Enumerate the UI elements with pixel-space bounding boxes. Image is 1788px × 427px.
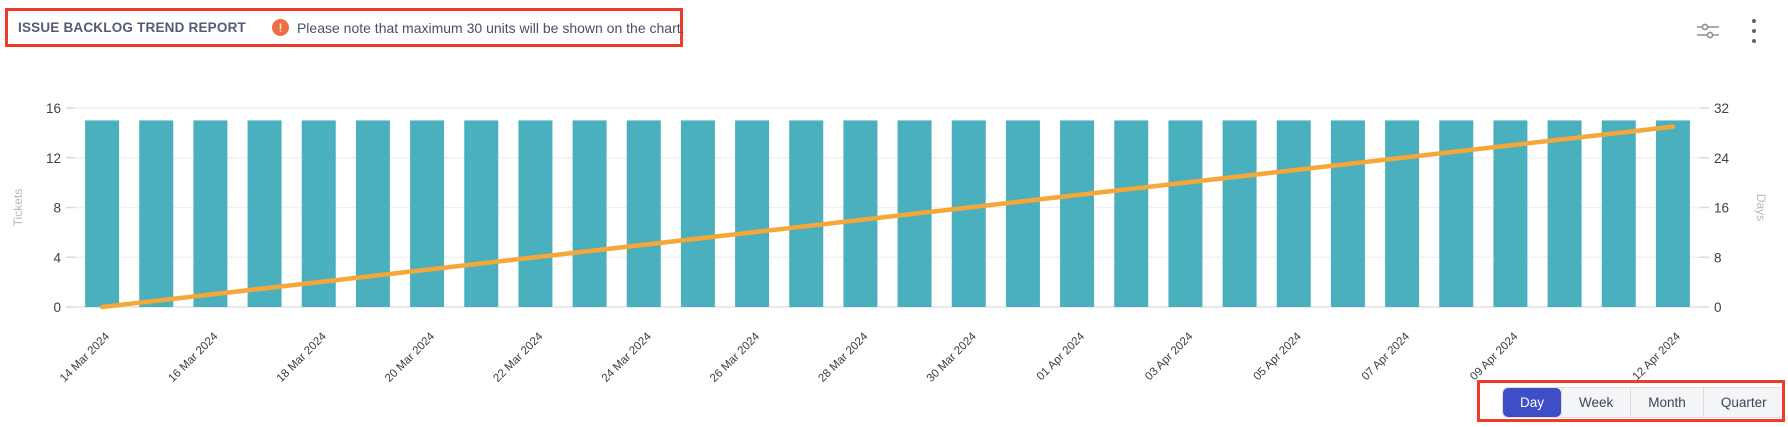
svg-text:8: 8: [1714, 250, 1722, 265]
annotation-box-title: ISSUE BACKLOG TREND REPORT ! Please note…: [5, 8, 685, 47]
svg-text:26 Mar 2024: 26 Mar 2024: [708, 330, 763, 385]
svg-text:4: 4: [53, 250, 61, 265]
time-range-button-group: Day Week Month Quarter: [1502, 387, 1785, 418]
filter-sliders-icon[interactable]: [1696, 18, 1720, 44]
svg-text:32: 32: [1714, 101, 1729, 116]
chart-note: ! Please note that maximum 30 units will…: [271, 19, 685, 36]
svg-text:05 Apr 2024: 05 Apr 2024: [1252, 330, 1305, 383]
svg-text:16 Mar 2024: 16 Mar 2024: [166, 330, 221, 385]
svg-text:09 Apr 2024: 09 Apr 2024: [1468, 330, 1521, 383]
time-range-button-quarter[interactable]: Quarter: [1702, 388, 1784, 417]
chart-note-text: Please note that maximum 30 units will b…: [296, 19, 685, 36]
svg-text:16: 16: [46, 101, 61, 116]
chart-toolbar: [1696, 18, 1766, 44]
svg-text:18 Mar 2024: 18 Mar 2024: [275, 330, 330, 385]
time-range-button-week[interactable]: Week: [1561, 388, 1630, 417]
svg-text:Tickets: Tickets: [11, 189, 25, 227]
alert-circle-icon: !: [271, 19, 289, 36]
svg-text:07 Apr 2024: 07 Apr 2024: [1360, 330, 1413, 383]
time-range-button-month[interactable]: Month: [1630, 388, 1703, 417]
svg-text:03 Apr 2024: 03 Apr 2024: [1143, 330, 1196, 383]
svg-text:8: 8: [53, 201, 61, 216]
svg-text:Days: Days: [1754, 194, 1768, 221]
svg-text:12: 12: [46, 151, 61, 166]
svg-text:22 Mar 2024: 22 Mar 2024: [491, 330, 546, 385]
svg-text:20 Mar 2024: 20 Mar 2024: [383, 330, 438, 385]
page-title: ISSUE BACKLOG TREND REPORT: [18, 20, 246, 35]
svg-text:0: 0: [53, 300, 61, 315]
svg-text:16: 16: [1714, 201, 1729, 216]
svg-text:12 Apr 2024: 12 Apr 2024: [1631, 330, 1684, 383]
svg-text:28 Mar 2024: 28 Mar 2024: [816, 330, 871, 385]
svg-text:0: 0: [1714, 300, 1722, 315]
svg-text:14 Mar 2024: 14 Mar 2024: [58, 330, 113, 385]
kebab-menu-icon[interactable]: [1742, 18, 1766, 44]
svg-text:24 Mar 2024: 24 Mar 2024: [600, 330, 655, 385]
svg-text:30 Mar 2024: 30 Mar 2024: [925, 330, 980, 385]
time-range-button-day[interactable]: Day: [1503, 388, 1562, 417]
svg-text:24: 24: [1714, 151, 1730, 166]
svg-text:01 Apr 2024: 01 Apr 2024: [1035, 330, 1088, 383]
trend-chart: 0 0 4 8 8 16 12 24 16 32 14 Mar 2024 16 Mar 2024 18 …: [11, 101, 1768, 385]
